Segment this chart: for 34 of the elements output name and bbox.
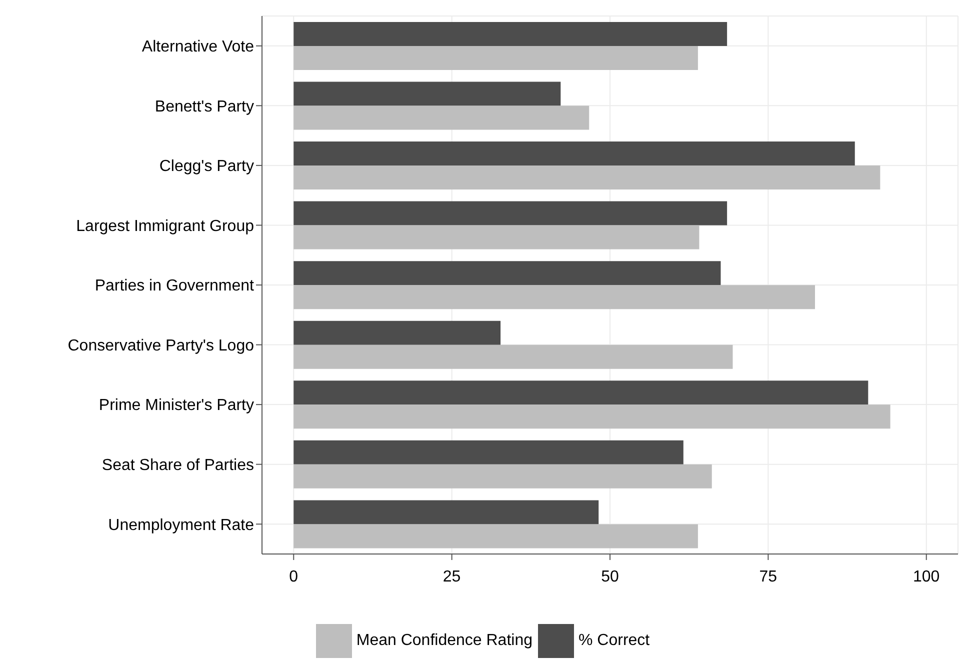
bar <box>294 166 880 190</box>
bar <box>294 106 590 130</box>
bar <box>294 22 728 46</box>
bar <box>294 225 700 250</box>
bar <box>294 404 890 429</box>
bar <box>294 524 698 548</box>
y-tick-label: Alternative Vote <box>142 38 254 56</box>
bar <box>294 380 868 405</box>
y-tick-label: Unemployment Rate <box>108 516 254 534</box>
y-tick-label: Largest Immigrant Group <box>76 218 254 235</box>
bar <box>294 46 698 70</box>
y-tick-label: Parties in Government <box>94 278 255 295</box>
bar <box>294 261 721 286</box>
y-tick-label: Conservative Party's Logo <box>68 337 254 354</box>
bar <box>294 440 684 464</box>
bar <box>294 464 712 488</box>
x-tick-label: 75 <box>759 568 778 586</box>
y-tick-label: Seat Share of Parties <box>102 457 254 474</box>
y-tick-label: Benett's Party <box>154 98 254 116</box>
bar <box>294 142 855 166</box>
legend-label: Mean Confidence Rating <box>356 632 532 650</box>
x-tick-label: 50 <box>601 568 619 586</box>
x-tick-label: 25 <box>442 568 461 586</box>
bar <box>294 344 733 369</box>
y-tick-label: Clegg's Party <box>159 158 254 176</box>
bar <box>294 285 816 310</box>
bar <box>294 500 599 524</box>
x-tick-label: 0 <box>289 568 298 586</box>
legend-label: % Correct <box>578 632 650 650</box>
y-tick-label: Prime Minister's Party <box>98 397 254 414</box>
bar <box>294 320 501 345</box>
x-tick-label: 100 <box>913 568 940 586</box>
bar <box>294 201 728 226</box>
bar <box>294 82 561 106</box>
